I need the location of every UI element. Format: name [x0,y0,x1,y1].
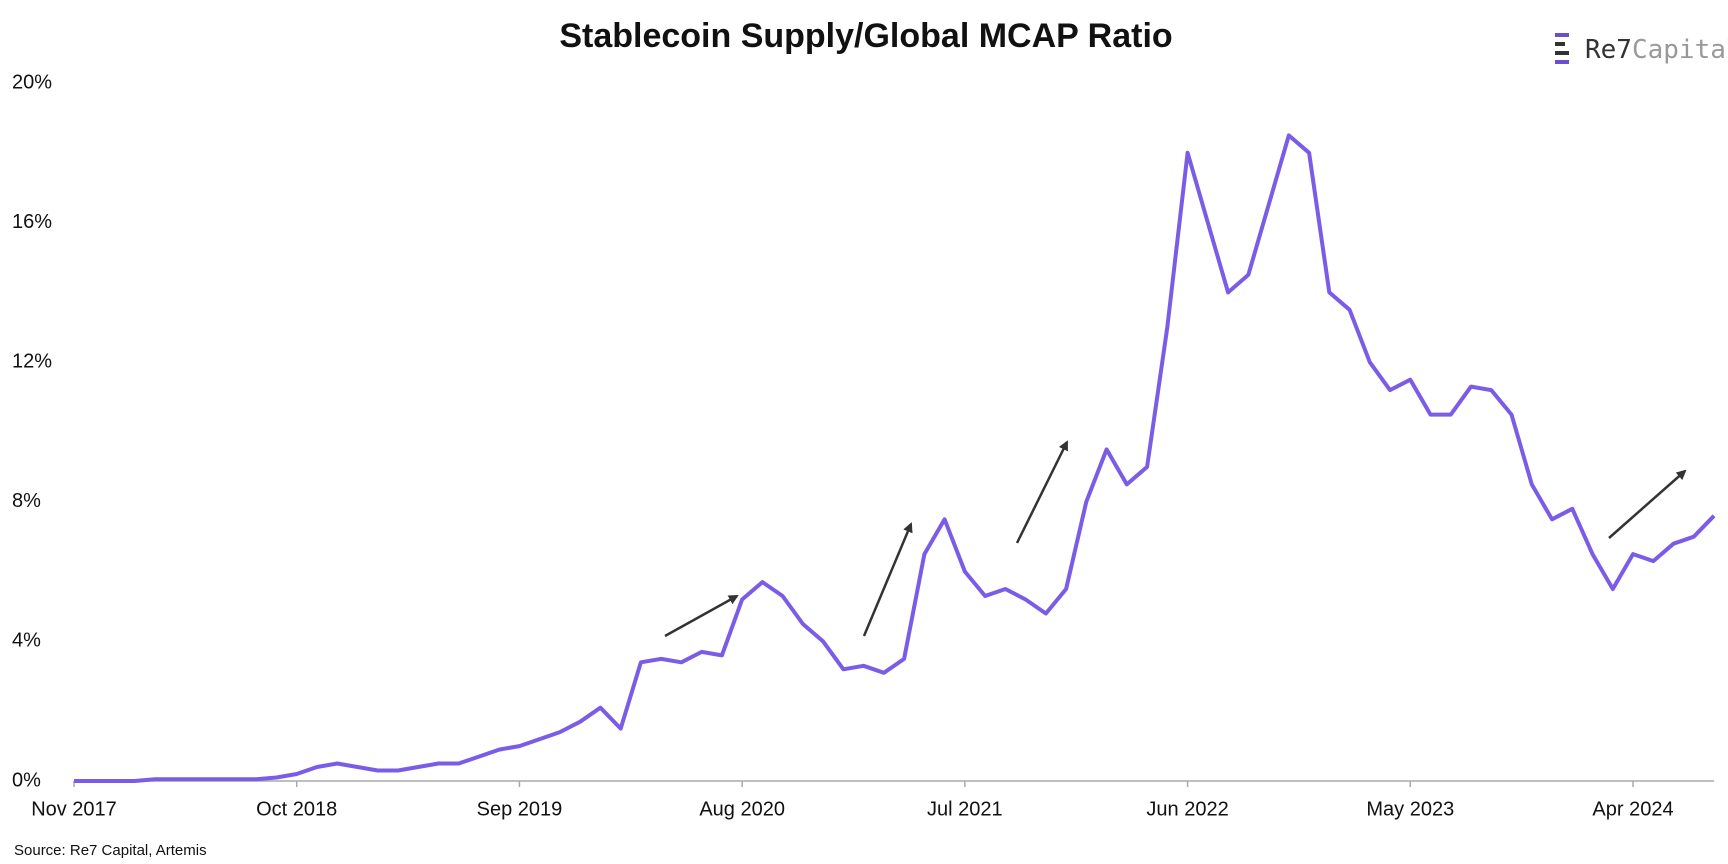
y-tick-label: 0% [12,769,41,791]
source: Source: Re7 Capital, Artemis [14,842,207,859]
x-tick-label: May 2023 [1366,798,1454,820]
logo-bar [1555,42,1565,46]
x-tick-label: Aug 2020 [699,798,785,820]
x-tick-label: Oct 2018 [256,798,337,820]
logo-bar [1555,33,1569,37]
y-tick-label: 20% [12,71,52,93]
annotations [664,440,1687,638]
arrow [1015,440,1069,544]
logo-bar [1555,51,1569,55]
y-tick-label: 4% [12,630,41,652]
logo-text-b: Capital [1632,35,1728,65]
y-tick-label: 16% [12,211,52,233]
x-tick-label: Jun 2022 [1146,798,1228,820]
x-tick-label: Apr 2024 [1592,798,1673,820]
logo-bar [1555,60,1569,64]
arrow [1608,469,1687,539]
line-series [74,133,1716,783]
logo-text-a: Re7 [1585,35,1632,65]
y-tick-label: 8% [12,490,41,512]
y-tick-label: 12% [12,350,52,372]
x-tick-label: Sep 2019 [477,798,563,820]
x-tick-label: Nov 2017 [31,798,117,820]
arrow [664,594,739,638]
x-tick-label: Jul 2021 [927,798,1003,820]
arrow [862,522,913,637]
chart-title: Stablecoin Supply/Global MCAP Ratio [559,17,1172,55]
